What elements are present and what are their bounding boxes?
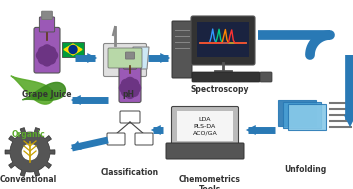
Text: pH: pH bbox=[122, 90, 134, 99]
Polygon shape bbox=[133, 47, 149, 69]
FancyBboxPatch shape bbox=[135, 133, 153, 145]
FancyBboxPatch shape bbox=[107, 133, 125, 145]
FancyBboxPatch shape bbox=[34, 27, 60, 73]
FancyBboxPatch shape bbox=[166, 143, 244, 159]
FancyBboxPatch shape bbox=[124, 57, 136, 69]
Circle shape bbox=[132, 83, 140, 92]
Polygon shape bbox=[5, 128, 55, 176]
FancyBboxPatch shape bbox=[191, 16, 255, 65]
Polygon shape bbox=[64, 44, 82, 55]
Polygon shape bbox=[11, 76, 54, 104]
Text: Grape Juice: Grape Juice bbox=[22, 90, 72, 99]
Polygon shape bbox=[23, 82, 66, 100]
Text: Fluorescence
Spectroscopy: Fluorescence Spectroscopy bbox=[191, 75, 249, 94]
Text: Unfolding: Unfolding bbox=[284, 165, 326, 174]
FancyBboxPatch shape bbox=[40, 17, 55, 32]
FancyBboxPatch shape bbox=[42, 11, 52, 19]
FancyBboxPatch shape bbox=[126, 52, 134, 59]
FancyBboxPatch shape bbox=[177, 111, 233, 141]
Circle shape bbox=[36, 51, 46, 60]
FancyBboxPatch shape bbox=[119, 65, 141, 102]
Circle shape bbox=[47, 55, 55, 64]
FancyBboxPatch shape bbox=[288, 104, 326, 130]
Circle shape bbox=[38, 55, 48, 64]
FancyBboxPatch shape bbox=[103, 43, 146, 77]
FancyBboxPatch shape bbox=[278, 100, 316, 126]
Text: Conventional: Conventional bbox=[0, 175, 56, 184]
Circle shape bbox=[120, 83, 128, 92]
Circle shape bbox=[126, 83, 134, 92]
Circle shape bbox=[69, 46, 77, 53]
Circle shape bbox=[130, 79, 138, 88]
Text: Classification: Classification bbox=[101, 168, 159, 177]
FancyBboxPatch shape bbox=[260, 72, 272, 82]
Circle shape bbox=[42, 45, 52, 54]
Text: Organic: Organic bbox=[11, 130, 45, 139]
Circle shape bbox=[126, 89, 134, 98]
Circle shape bbox=[48, 51, 58, 60]
Circle shape bbox=[42, 57, 52, 66]
FancyBboxPatch shape bbox=[120, 111, 140, 123]
FancyBboxPatch shape bbox=[172, 106, 239, 146]
Text: LDA
PLS-DA
ACO/GA: LDA PLS-DA ACO/GA bbox=[193, 117, 217, 135]
FancyBboxPatch shape bbox=[197, 22, 249, 57]
Circle shape bbox=[121, 79, 131, 88]
Circle shape bbox=[126, 77, 134, 86]
Circle shape bbox=[22, 144, 38, 160]
FancyBboxPatch shape bbox=[283, 102, 321, 128]
FancyBboxPatch shape bbox=[192, 72, 260, 82]
FancyBboxPatch shape bbox=[62, 42, 84, 57]
Circle shape bbox=[47, 47, 55, 56]
Circle shape bbox=[121, 87, 131, 96]
Text: Chemometrics
Tools: Chemometrics Tools bbox=[179, 175, 241, 189]
Circle shape bbox=[42, 51, 52, 60]
FancyBboxPatch shape bbox=[172, 21, 192, 78]
Circle shape bbox=[130, 87, 138, 96]
Circle shape bbox=[38, 47, 48, 56]
FancyBboxPatch shape bbox=[108, 48, 142, 68]
